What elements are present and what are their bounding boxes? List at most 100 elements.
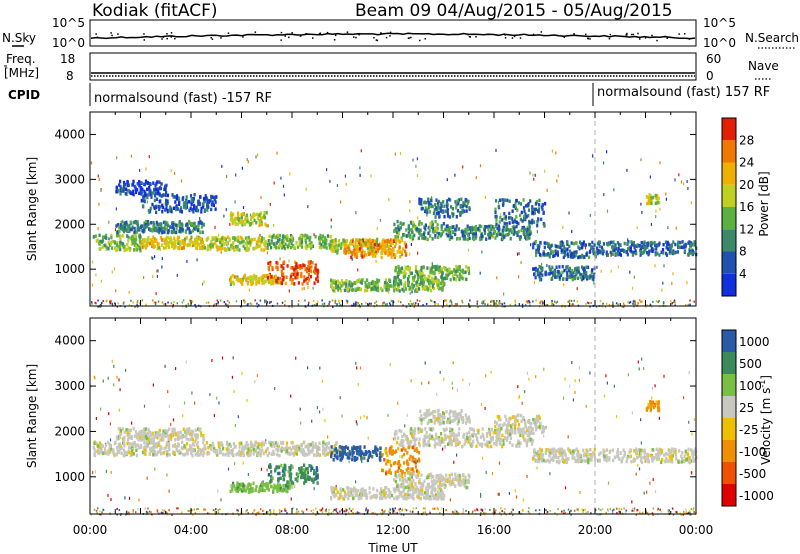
- band-cell: [562, 244, 565, 249]
- band-cell: [569, 249, 572, 253]
- band-cell: [452, 277, 455, 281]
- band-cell: [157, 229, 160, 233]
- noise-cell: [525, 300, 528, 303]
- scatter-cell: [213, 414, 215, 418]
- band-cell: [463, 234, 466, 238]
- band-cell: [575, 253, 578, 257]
- scatter-cell: [551, 149, 553, 153]
- band-cell: [376, 248, 379, 252]
- noise-cell: [213, 303, 216, 306]
- band-cell: [237, 213, 240, 218]
- band-cell: [468, 206, 471, 210]
- band-cell: [408, 228, 411, 232]
- band-cell: [558, 275, 561, 279]
- scatter-cell: [534, 173, 536, 177]
- scatter-cell: [530, 243, 532, 247]
- band-cell: [107, 246, 110, 251]
- noise-cell: [692, 507, 695, 510]
- noise-cell: [256, 302, 258, 305]
- band-cell: [417, 227, 420, 232]
- band-cell: [370, 245, 373, 249]
- scatter-cell: [154, 467, 156, 471]
- noise-cell: [376, 304, 378, 307]
- band-cell: [529, 220, 532, 225]
- band-cell: [298, 240, 301, 245]
- scatter-cell: [655, 209, 657, 213]
- band-cell: [436, 223, 439, 227]
- noise-cell: [616, 507, 618, 510]
- band-cell: [527, 230, 530, 235]
- noise-cell: [662, 301, 665, 304]
- band-cell: [336, 284, 340, 289]
- scatter-cell: [406, 413, 408, 417]
- band-cell: [388, 278, 391, 282]
- scatter-cell: [446, 178, 448, 182]
- band-cell: [662, 251, 665, 255]
- scatter-cell: [379, 218, 381, 222]
- band-cell: [608, 242, 611, 246]
- band-cell: [116, 243, 119, 248]
- noise-cell: [422, 511, 425, 514]
- noise-cell: [91, 301, 93, 304]
- band-cell: [246, 248, 249, 252]
- band-cell: [338, 286, 342, 290]
- band-cell: [562, 255, 565, 260]
- band-cell: [370, 281, 373, 285]
- band-cell: [585, 271, 588, 275]
- band-cell: [313, 269, 316, 273]
- noise-cell: [148, 510, 151, 513]
- noise-cell: [535, 299, 537, 302]
- nsky-dot: [161, 38, 163, 40]
- band-cell: [346, 288, 349, 292]
- noise-cell: [633, 300, 635, 303]
- band-cell: [495, 199, 498, 203]
- band-cell: [543, 245, 546, 250]
- band-cell: [133, 443, 136, 447]
- band-cell: [543, 241, 546, 245]
- band-cell: [411, 286, 414, 290]
- band-cell: [96, 238, 99, 242]
- band-cell: [244, 444, 247, 448]
- band-cell: [419, 233, 422, 237]
- band-cell: [465, 204, 468, 209]
- band-cell: [159, 236, 163, 240]
- band-cell: [354, 288, 357, 292]
- noise-cell: [352, 508, 354, 511]
- band-cell: [198, 242, 201, 247]
- band-cell: [509, 216, 512, 220]
- band-cell: [140, 186, 143, 190]
- band-cell: [303, 275, 306, 279]
- band-cell: [672, 249, 675, 253]
- band-cell: [487, 224, 491, 229]
- noise-cell: [125, 510, 128, 513]
- band-cell: [494, 214, 497, 219]
- scatter-cell: [194, 401, 196, 405]
- noise-cell: [667, 509, 670, 512]
- band-cell: [364, 242, 367, 246]
- band-cell: [211, 200, 214, 204]
- band-cell: [231, 246, 234, 250]
- band-cell: [385, 288, 388, 292]
- noise-cell: [361, 303, 363, 305]
- band-cell: [480, 237, 483, 241]
- noise-cell: [556, 513, 558, 516]
- band-cell: [241, 445, 244, 449]
- noise-cell: [259, 508, 262, 511]
- band-cell: [197, 220, 200, 225]
- band-cell: [146, 187, 149, 192]
- band-cell: [441, 280, 444, 285]
- band-cell: [274, 274, 277, 278]
- noise-cell: [670, 300, 672, 303]
- band-cell: [648, 201, 651, 206]
- scatter-cell: [156, 274, 158, 278]
- scatter-cell: [201, 282, 204, 286]
- band-cell: [421, 265, 424, 270]
- scatter-cell: [568, 211, 570, 215]
- band-cell: [238, 248, 241, 252]
- band-cell: [160, 446, 163, 450]
- noise-cell: [389, 303, 392, 306]
- band-cell: [547, 252, 550, 256]
- noise-cell: [328, 300, 331, 303]
- band-cell: [101, 239, 104, 243]
- band-cell: [238, 278, 242, 283]
